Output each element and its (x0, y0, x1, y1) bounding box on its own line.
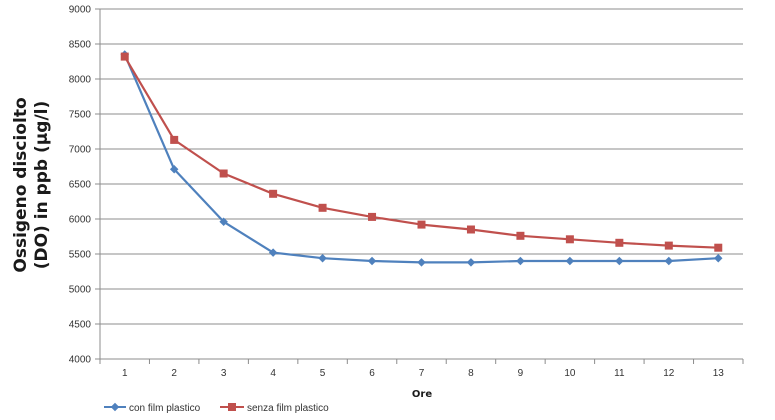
data-point-diamond (565, 256, 575, 266)
x-tick-label: 7 (419, 368, 425, 379)
square-marker-icon (228, 403, 236, 411)
x-tick-label: 9 (518, 368, 524, 379)
y-axis-title-line-2: (DO) in ppb (µg/l) (32, 101, 52, 270)
x-axis-ticks: 1 2 3 4 5 6 7 8 9 10 11 12 13 (122, 368, 724, 379)
data-point-square (466, 225, 475, 234)
series-line (123, 54, 719, 264)
data-point-diamond (219, 217, 228, 227)
legend-label: senza film plastico (247, 403, 329, 414)
y-axis-title-line-1: Ossigeno disciolto (11, 97, 31, 272)
x-axis-title: Ore (412, 389, 432, 400)
data-point-diamond (615, 256, 624, 266)
data-point-square (219, 169, 228, 178)
y-tick-label: 9000 (69, 5, 92, 16)
data-point-diamond (466, 258, 476, 267)
axes (95, 8, 744, 364)
y-tick-label: 6000 (69, 215, 92, 226)
data-point-diamond (417, 258, 426, 267)
y-tick-label: 8500 (69, 40, 92, 51)
y-tick-label: 7500 (69, 110, 92, 121)
data-point-square (664, 241, 673, 250)
data-point-square (269, 189, 278, 198)
y-tick-label: 8000 (69, 75, 92, 86)
series-con-film-plastico (120, 50, 723, 267)
y-axis-ticks: 4000 4500 5000 5500 6000 6500 7000 7500 8000 8500… (69, 5, 92, 366)
data-point-square (318, 203, 327, 212)
data-point-square (417, 220, 426, 229)
x-tick-label: 2 (171, 368, 177, 379)
x-tick-label: 13 (713, 368, 725, 379)
x-tick-label: 6 (369, 368, 375, 379)
x-tick-label: 12 (663, 368, 675, 379)
y-tick-label: 4000 (69, 355, 92, 366)
y-tick-label: 5500 (69, 250, 92, 261)
data-point-square (565, 235, 574, 244)
data-point-square (615, 238, 624, 247)
data-point-square (368, 212, 377, 221)
legend: con film plastico senza film plastico (104, 402, 329, 414)
data-point-square (120, 52, 129, 61)
legend-item-senza-film-plastico: senza film plastico (220, 403, 329, 414)
y-axis-title: Ossigeno disciolto (DO) in ppb (µg/l) (11, 97, 52, 272)
data-point-diamond (169, 165, 179, 174)
gridlines (100, 8, 743, 325)
y-tick-label: 5000 (69, 285, 92, 296)
data-point-diamond (664, 256, 674, 266)
data-point-square (170, 135, 179, 144)
series-group (120, 50, 723, 267)
x-tick-label: 1 (122, 368, 128, 379)
data-point-square (714, 243, 723, 252)
y-tick-label: 6500 (69, 180, 92, 191)
x-tick-label: 5 (320, 368, 326, 379)
series-senza-film-plastico (120, 52, 723, 252)
x-tick-label: 11 (614, 368, 625, 379)
data-point-diamond (714, 253, 723, 263)
data-point-diamond (367, 256, 377, 266)
legend-label: con film plastico (129, 403, 201, 414)
data-point-diamond (268, 248, 278, 257)
y-tick-label: 4500 (69, 320, 92, 331)
diamond-marker-icon (110, 402, 120, 412)
legend-item-con-film-plastico: con film plastico (104, 402, 201, 414)
data-point-diamond (516, 256, 525, 266)
y-tick-label: 7000 (69, 145, 92, 156)
x-tick-label: 3 (221, 368, 227, 379)
data-point-diamond (318, 253, 327, 263)
x-tick-label: 10 (564, 368, 576, 379)
data-point-square (516, 231, 525, 240)
x-tick-label: 8 (468, 368, 474, 379)
x-tick-label: 4 (270, 368, 276, 379)
